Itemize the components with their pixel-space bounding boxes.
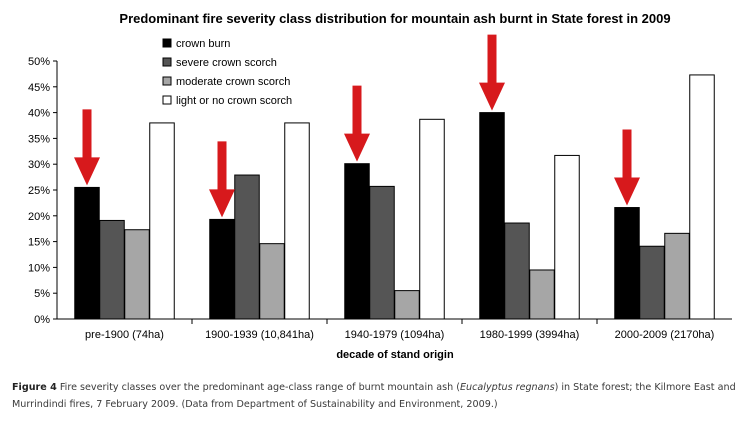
bar [504,222,530,320]
y-tick-label: 0% [34,314,50,326]
bar [284,122,310,320]
caption-label: Figure 4 [12,382,57,393]
bar [149,122,175,320]
y-tick-label: 40% [28,108,50,120]
bar [124,229,150,320]
bar [614,207,640,320]
legend-label: severe crown scorch [176,57,277,69]
y-tick-label: 35% [28,133,50,145]
legend-swatch [162,76,172,86]
bar [394,290,420,320]
chart-title: Predominant fire severity class distribu… [119,11,670,26]
x-axis: pre-1900 (74ha) 1900-1939 (10,841ha) 1940-… [57,318,732,341]
bar [74,186,100,320]
caption-species: Eucalyptus regnans [460,382,555,393]
caption-text-after: ) in State forest; the Kilmore East and … [12,382,736,410]
legend-swatch [162,95,172,105]
bar [419,118,445,320]
legend-label: crown burn [176,38,230,50]
y-tick-label: 30% [28,159,50,171]
bar [259,243,285,320]
red-arrow [614,129,640,206]
bar [639,245,665,320]
bar [234,174,260,320]
red-arrow [479,34,505,111]
bar [529,269,555,320]
legend-swatch [162,57,172,67]
y-tick-label: 45% [28,82,50,94]
y-tick-label: 20% [28,211,50,223]
x-tick-label: 1940-1979 (1094ha) [345,329,445,341]
bar [479,112,505,320]
bar [369,185,395,320]
x-tick-label: 2000-2009 (2170ha) [615,329,715,341]
red-arrow [209,141,235,218]
figure-caption: Figure 4 Fire severity classes over the … [12,379,742,413]
y-tick-label: 10% [28,262,50,274]
bar [689,74,715,320]
y-tick-label: 15% [28,237,50,249]
x-tick-label: 1980-1999 (3994ha) [480,329,580,341]
bar [209,218,235,320]
y-tick-label: 5% [34,288,50,300]
bars-group [74,74,715,320]
x-axis-label: decade of stand origin [336,349,454,361]
bar [554,154,580,320]
red-arrow [344,85,370,162]
bar-chart: Predominant fire severity class distribu… [28,11,732,361]
legend: crown burn severe crown scorch moderate cr… [162,38,292,107]
bar [344,163,370,320]
legend-label: light or no crown scorch [176,95,292,107]
legend-label: moderate crown scorch [176,76,290,88]
legend-swatch [162,38,172,48]
y-tick-label: 25% [28,185,50,197]
red-arrow [74,109,100,186]
y-tick-label: 50% [28,56,50,68]
x-tick-label: 1900-1939 (10,841ha) [205,329,314,341]
bar [99,219,125,320]
x-tick-label: pre-1900 (74ha) [85,329,164,341]
arrows-group [74,34,640,218]
bar [664,232,690,320]
caption-text-before: Fire severity classes over the predomina… [56,382,460,393]
y-axis: 0% 5% 10% 15% 20% 25% 30% 35% 40% 45% 50% [28,56,58,326]
